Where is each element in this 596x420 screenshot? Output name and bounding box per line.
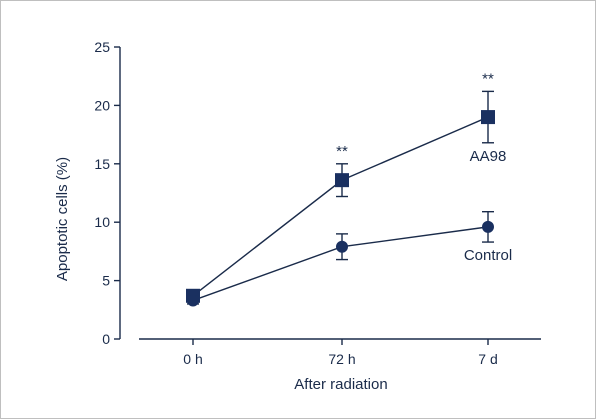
y-tick-label: 5 bbox=[102, 273, 110, 289]
significance-marker: ** bbox=[482, 70, 494, 87]
data-points bbox=[186, 110, 495, 307]
y-tick-label: 20 bbox=[94, 97, 110, 113]
series-label-control: Control bbox=[464, 247, 512, 264]
axes bbox=[119, 47, 541, 340]
data-point-aa98 bbox=[335, 173, 349, 188]
y-tick-label: 0 bbox=[102, 331, 110, 347]
significance-marker: ** bbox=[336, 143, 348, 160]
data-point-aa98 bbox=[481, 110, 495, 125]
x-ticks: 0 h 72 h 7 d bbox=[183, 339, 498, 367]
y-ticks: 0 5 10 15 20 25 bbox=[94, 39, 120, 347]
x-tick-label: 0 h bbox=[183, 351, 202, 367]
data-point-control bbox=[336, 240, 348, 253]
series-line-control bbox=[192, 226, 489, 302]
y-axis-label: Apoptotic cells (%) bbox=[54, 157, 71, 281]
x-tick-label: 72 h bbox=[328, 351, 355, 367]
y-tick-label: 25 bbox=[94, 39, 110, 55]
data-point-control bbox=[187, 294, 199, 307]
annotations: ** ** AA98 Control bbox=[336, 70, 512, 264]
error-bars bbox=[187, 90, 494, 305]
x-tick-label: 7 d bbox=[478, 351, 497, 367]
x-axis-label: After radiation bbox=[294, 376, 387, 393]
y-tick-label: 15 bbox=[94, 156, 110, 172]
data-point-control bbox=[482, 220, 494, 233]
series-label-aa98: AA98 bbox=[470, 148, 507, 165]
y-tick-label: 10 bbox=[94, 214, 110, 230]
